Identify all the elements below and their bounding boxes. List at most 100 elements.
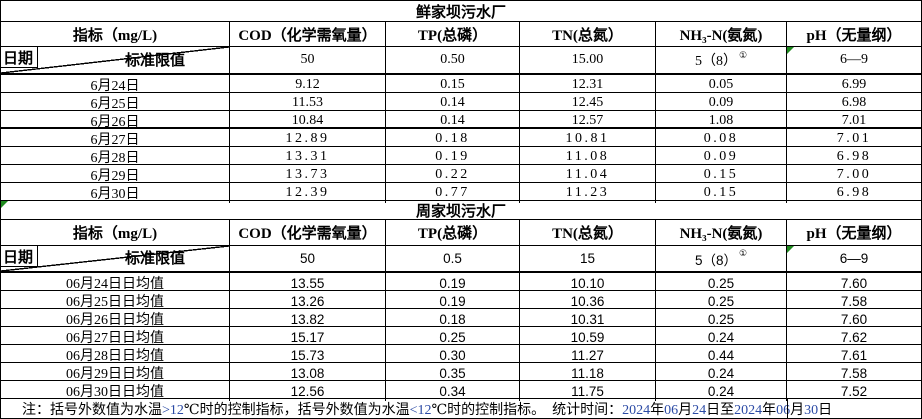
value-cell: 6.99 [787,75,921,95]
footer-note-segment: 06 [664,402,679,418]
date-cell: 06月27日日均值 [1,327,230,347]
limit-value: 15.00 [571,52,604,67]
indicator-label: 指标（mg/L) [72,27,158,44]
value-text: 7.58 [840,365,868,381]
value-text: 11.08 [565,149,610,164]
value-cell: 7.62 [787,327,921,347]
date-cell: 6月29日 [1,165,230,185]
value-cell: 12.89 [230,129,386,149]
limit-value-cell: 6—9 [787,246,921,271]
value-text: 0.05 [708,77,734,92]
footer-note: 注：括号外数值为水温>12℃时的控制指标，括号外数值为水温<12℃时的控制指标。… [1,399,921,418]
value-text: 7.62 [840,329,868,345]
limit-value-cell: 0.5 [386,246,520,271]
value-cell: 12.39 [230,183,386,203]
value-text: 12.45 [571,95,604,110]
value-cell: 13.08 [230,363,386,383]
date-cell: 6月28日 [1,147,230,167]
column-header: TP(总磷） [386,220,520,245]
value-cell: 0.44 [656,345,787,365]
footer-note-segment: 月 [790,402,805,418]
value-cell: 7.58 [787,363,921,383]
column-header: TN(总氮） [520,220,656,245]
footer-note-segment: 日至 [706,402,735,418]
indicator-label: 指标（mg/L) [72,226,158,242]
date-text: 06月27日日均值 [66,331,164,346]
value-cell: 0.18 [386,129,520,149]
value-cell: 10.59 [520,327,656,347]
value-text: 10.81 [565,131,610,146]
limit-value: 0.50 [440,52,465,67]
table-title-text: 周家坝污水厂 [415,203,506,220]
value-text: 0.18 [435,131,470,146]
limit-value: 50 [299,251,316,266]
value-cell: 13.26 [230,291,386,311]
table-row: 6月29日 13.73 0.22 11.04 0.15 7.00 [1,165,921,185]
plant-table: 鲜家坝污水厂 指标（mg/L) COD（化学需氧量） TP(总磷） TN(总氮） NH₃-… [1,1,921,203]
date-cell: 06月26日日均值 [1,309,230,329]
value-cell: 6.98 [787,93,921,113]
value-text: 7.60 [840,275,868,291]
corner-indicator-cell: 指标（mg/L) [1,22,230,46]
limit-footnote-marker: ① [738,49,748,60]
value-text: 11.53 [292,95,323,110]
value-cell: 0.19 [386,147,520,167]
value-cell: 11.53 [230,93,386,113]
table-row: 06月26日日均值 13.82 0.18 10.31 0.25 7.60 [1,309,921,329]
value-cell: 12.56 [230,381,386,401]
footer-note-segment: <12 [409,402,432,418]
footer-note-segment: 年 [762,402,777,418]
value-text: 10.36 [570,293,605,309]
footer-note-segment: 统计时间： [538,402,623,418]
date-text: 6月29日 [90,169,140,184]
value-text: 0.35 [439,365,466,381]
value-text: 6.98 [836,149,872,164]
value-cell: 13.73 [230,165,386,185]
date-text: 06月26日日均值 [66,313,164,328]
value-text: 10.31 [570,311,605,327]
value-cell: 0.14 [386,111,520,131]
date-text: 6月24日 [90,79,140,94]
value-text: 0.15 [703,167,739,182]
value-cell: 0.24 [656,381,787,401]
value-cell: 12.57 [520,111,656,131]
corner-date-limit-cell: 日期 标准限值 [1,46,230,73]
limit-value-cell: 6—9 [787,47,921,73]
plant-tables-container: 鲜家坝污水厂 指标（mg/L) COD（化学需氧量） TP(总磷） TN(总氮） NH₃-… [1,1,921,401]
value-cell: 7.00 [787,165,921,185]
value-text: 7.60 [840,311,868,327]
date-text: 6月26日 [90,115,140,130]
value-cell: 11.75 [520,381,656,401]
table-row: 6月30日 12.39 0.77 11.23 0.15 6.98 [1,183,921,203]
value-cell: 11.08 [520,147,656,167]
date-text: 6月27日 [90,133,140,148]
value-text: 9.12 [295,77,320,92]
table-row: 06月27日日均值 15.17 0.25 10.59 0.24 7.62 [1,327,921,347]
value-cell: 7.60 [787,273,921,293]
value-cell: 0.19 [386,291,520,311]
value-cell: 0.09 [656,93,787,113]
value-cell: 7.01 [787,111,921,131]
date-cell: 06月28日日均值 [1,345,230,365]
value-text: 1.08 [708,113,734,128]
date-text: 06月29日日均值 [66,367,164,382]
limit-value: 50 [300,52,315,67]
table-row: 6月26日 10.84 0.14 12.57 1.08 7.01 [1,111,921,131]
footer-note-segment: 2024 [622,402,651,418]
date-text: 06月25日日均值 [66,295,164,310]
value-cell: 0.18 [386,309,520,329]
value-text: 11.18 [571,365,604,381]
standard-limit-label: 标准限值 [124,53,185,69]
value-cell: 7.61 [787,345,921,365]
value-text: 13.08 [290,365,325,381]
column-header-label: NH₃-N(氨氮) [679,27,763,44]
value-cell: 11.18 [520,363,656,383]
value-text: 0.34 [439,383,466,399]
date-label: 日期 [1,245,39,267]
value-cell: 0.77 [386,183,520,203]
value-cell: 11.27 [520,345,656,365]
value-cell: 0.08 [656,129,787,149]
value-text: 6.99 [841,77,867,92]
value-cell: 0.05 [656,75,787,95]
value-text: 7.52 [840,383,868,399]
